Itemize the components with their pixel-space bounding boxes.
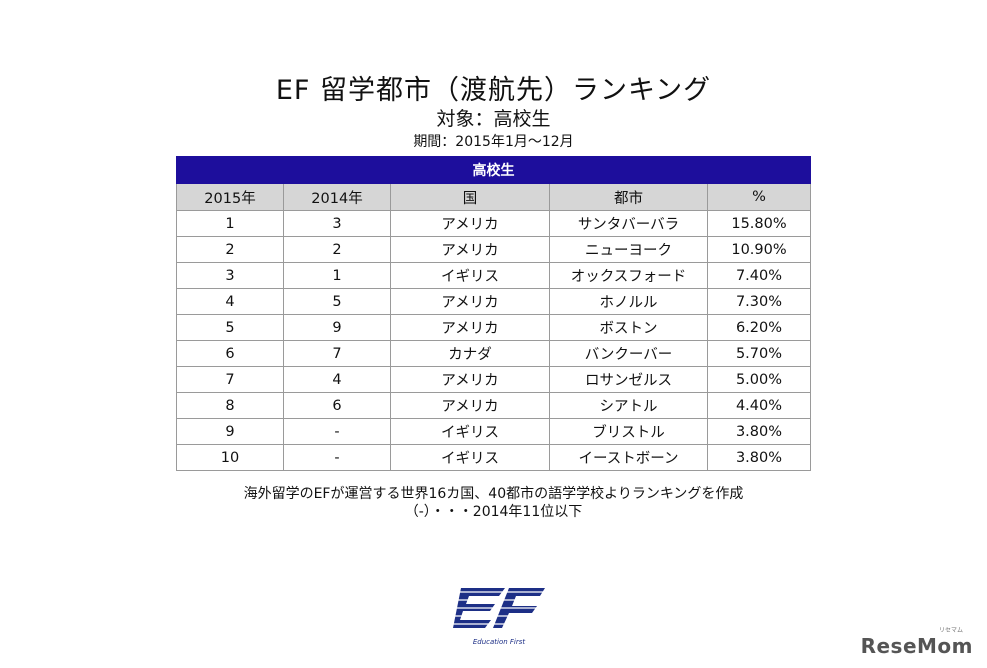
column-header-city: 都市: [549, 183, 708, 211]
cell-rank-2015: 10: [176, 444, 284, 471]
cell-percent: 15.80%: [707, 210, 811, 237]
cell-country: アメリカ: [390, 288, 550, 315]
cell-rank-2015: 1: [176, 210, 284, 237]
watermark-logo: ReseMom: [860, 634, 973, 658]
cell-rank-2014: -: [283, 444, 391, 471]
cell-rank-2015: 9: [176, 418, 284, 445]
cell-country: アメリカ: [390, 210, 550, 237]
cell-percent: 5.70%: [707, 340, 811, 367]
column-header-country: 国: [390, 183, 550, 211]
table-row: 6 7 カナダ バンクーバー 5.70%: [176, 340, 811, 367]
notes: 海外留学のEFが運営する世界16カ国、40都市の語学学校よりランキングを作成 （…: [0, 485, 987, 521]
cell-percent: 6.20%: [707, 314, 811, 341]
cell-rank-2014: 3: [283, 210, 391, 237]
cell-country: アメリカ: [390, 314, 550, 341]
cell-rank-2015: 2: [176, 236, 284, 263]
table-row: 1 3 アメリカ サンタバーバラ 15.80%: [176, 210, 811, 237]
cell-country: イギリス: [390, 444, 550, 471]
cell-country: イギリス: [390, 418, 550, 445]
cell-percent: 7.30%: [707, 288, 811, 315]
logo-text: Education First: [472, 638, 526, 646]
cell-rank-2014: -: [283, 418, 391, 445]
cell-percent: 3.80%: [707, 418, 811, 445]
table-row: 8 6 アメリカ シアトル 4.40%: [176, 392, 811, 419]
cell-rank-2014: 9: [283, 314, 391, 341]
cell-rank-2014: 6: [283, 392, 391, 419]
cell-country: アメリカ: [390, 366, 550, 393]
column-header-percent: %: [707, 183, 811, 211]
cell-city: バンクーバー: [549, 340, 708, 367]
cell-rank-2014: 1: [283, 262, 391, 289]
watermark-small: リセマム: [938, 627, 963, 634]
ef-logo-icon: [451, 588, 547, 628]
cell-city: ホノルル: [549, 288, 708, 315]
table-row: 9- イギリス ブリストル 3.80%: [176, 418, 811, 445]
group-header: 高校生: [176, 156, 811, 184]
page-subtitle: 対象：高校生: [436, 108, 551, 130]
column-header-2015: 2015年: [176, 183, 284, 211]
table-row: 3 1 イギリス オックスフォード 7.40%: [176, 262, 811, 289]
table-row: 4 5 アメリカ ホノルル 7.30%: [176, 288, 811, 315]
cell-city: ブリストル: [549, 418, 708, 445]
table-row: 5 9 アメリカ ボストン 6.20%: [176, 314, 811, 341]
cell-rank-2015: 6: [176, 340, 284, 367]
period-label: 期間：2015年1月～12月: [413, 134, 574, 150]
cell-rank-2015: 7: [176, 366, 284, 393]
cell-country: イギリス: [390, 262, 550, 289]
cell-city: イーストボーン: [549, 444, 708, 471]
note-line: （-）・・・2014年11位以下: [404, 504, 583, 520]
page-title: EF 留学都市（渡航先）ランキング: [275, 75, 712, 106]
cell-rank-2015: 3: [176, 262, 284, 289]
note-line: 海外留学のEFが運営する世界16カ国、40都市の語学学校よりランキングを作成: [243, 486, 744, 502]
cell-city: サンタバーバラ: [549, 210, 708, 237]
cell-city: ボストン: [549, 314, 708, 341]
cell-rank-2014: 2: [283, 236, 391, 263]
table-row: 7 4 アメリカ ロサンゼルス 5.00%: [176, 366, 811, 393]
cell-rank-2015: 8: [176, 392, 284, 419]
cell-rank-2015: 4: [176, 288, 284, 315]
cell-country: アメリカ: [390, 236, 550, 263]
cell-percent: 5.00%: [707, 366, 811, 393]
cell-rank-2015: 5: [176, 314, 284, 341]
cell-percent: 3.80%: [707, 444, 811, 471]
cell-percent: 4.40%: [707, 392, 811, 419]
cell-rank-2014: 7: [283, 340, 391, 367]
cell-rank-2014: 5: [283, 288, 391, 315]
ranking-table: 高校生 2015年 2014年 国 都市 % 1 3 アメリカ サンタバーバラ 15.8…: [176, 156, 811, 471]
cell-country: アメリカ: [390, 392, 550, 419]
cell-percent: 10.90%: [707, 236, 811, 263]
cell-percent: 7.40%: [707, 262, 811, 289]
cell-city: オックスフォード: [549, 262, 708, 289]
table-row: 2 2 アメリカ ニューヨーク 10.90%: [176, 236, 811, 263]
cell-country: カナダ: [390, 340, 550, 367]
column-header-row: 2015年 2014年 国 都市 %: [176, 183, 811, 211]
cell-city: シアトル: [549, 392, 708, 419]
cell-city: ロサンゼルス: [549, 366, 708, 393]
cell-city: ニューヨーク: [549, 236, 708, 263]
table-row: 10- イギリス イーストボーン 3.80%: [176, 444, 811, 471]
cell-rank-2014: 4: [283, 366, 391, 393]
column-header-2014: 2014年: [283, 183, 391, 211]
